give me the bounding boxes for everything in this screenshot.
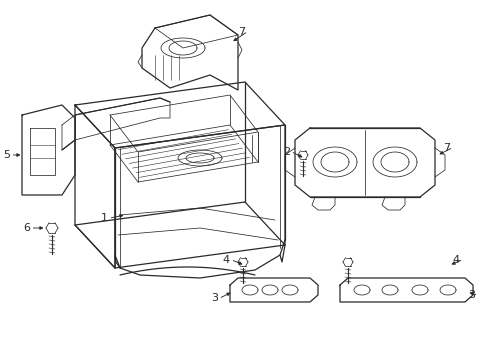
Text: 4: 4 — [223, 255, 229, 265]
Text: 3: 3 — [467, 290, 474, 300]
Text: 7: 7 — [237, 27, 244, 37]
Text: 1: 1 — [101, 213, 108, 223]
Text: 7: 7 — [442, 143, 449, 153]
Text: 6: 6 — [23, 223, 30, 233]
Text: 4: 4 — [452, 255, 459, 265]
Text: 3: 3 — [210, 293, 218, 303]
Text: 5: 5 — [3, 150, 10, 160]
Text: 2: 2 — [282, 147, 289, 157]
